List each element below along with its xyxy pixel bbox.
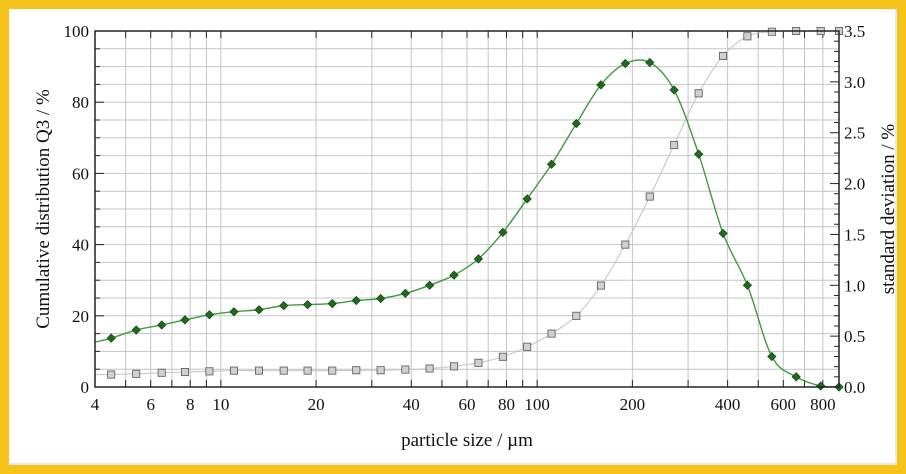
y-right-tick-label: 0.0 <box>844 378 865 397</box>
y-right-tick-label: 3.0 <box>844 73 865 92</box>
y-right-tick-label: 3.5 <box>844 22 865 41</box>
std-deviation-point <box>204 310 215 320</box>
x-tick-label: 400 <box>715 395 741 414</box>
particle-size-chart: 4 6 8 10 20 40 60 80 100 200 400 600 800 0 20 40 60 80 10… <box>33 22 897 451</box>
cumulative-q3-point <box>132 369 141 378</box>
x-tick-label: 80 <box>498 395 515 414</box>
y-left-tick-label: 0 <box>81 378 90 397</box>
std-deviation-point <box>522 194 532 204</box>
x-tick-label: 100 <box>524 395 550 414</box>
y-right-tick-label: 1.5 <box>844 225 865 244</box>
cumulative-q3-point <box>376 366 385 375</box>
std-deviation-point <box>816 381 826 391</box>
cumulative-q3-point <box>621 240 630 249</box>
std-deviation-point <box>546 159 557 169</box>
std-deviation-point <box>473 254 484 264</box>
cumulative-q3-point <box>107 370 116 379</box>
cumulative-q3-point <box>180 368 189 377</box>
std-deviation-point <box>498 227 508 238</box>
y-left-tick-label: 80 <box>72 93 89 112</box>
y-left-tick-label: 40 <box>72 236 89 255</box>
cumulative-q3-point <box>523 342 532 351</box>
y-right-tick-label: 0.5 <box>844 327 865 346</box>
std-deviation-point <box>351 295 361 306</box>
y-left-tick-labels: 0 20 40 60 80 100 <box>64 22 90 397</box>
cumulative-q3-point <box>328 366 337 375</box>
cumulative-q3-point <box>572 311 581 320</box>
x-tick-label: 20 <box>308 395 325 414</box>
x-tick-labels: 4 6 8 10 20 40 60 80 100 200 400 600 800 <box>91 395 836 414</box>
std-deviation-point <box>157 320 167 330</box>
y-right-tick-label: 1.0 <box>844 276 865 295</box>
axis-ticks <box>94 30 840 388</box>
std-deviation-point <box>767 351 777 362</box>
std-deviation-point <box>131 325 141 335</box>
std-deviation-point <box>571 118 581 129</box>
cumulative-q3-point <box>205 367 214 376</box>
std-deviation-point <box>424 280 435 290</box>
std-deviation-point <box>229 307 239 317</box>
std-deviation-point <box>742 280 753 290</box>
x-tick-label: 8 <box>186 395 195 414</box>
cumulative-q3-point <box>743 32 752 41</box>
cumulative-q3-point <box>670 140 679 149</box>
std-deviation-point <box>376 293 386 304</box>
y-left-tick-label: 20 <box>72 307 89 326</box>
x-tick-label: 10 <box>212 395 229 414</box>
y-left-tick-label: 60 <box>72 164 89 183</box>
x-tick-label: 60 <box>459 395 476 414</box>
x-tick-label: 800 <box>810 395 836 414</box>
y-right-tick-label: 2.0 <box>844 175 865 194</box>
std-deviation-point <box>596 80 606 90</box>
cumulative-q3-point <box>157 368 166 377</box>
plot-border <box>94 30 840 388</box>
x-tick-label: 6 <box>146 395 155 414</box>
std-deviation-point <box>645 57 655 68</box>
cumulative-q3-point <box>303 366 312 375</box>
y-right-axis-title: standard deviation / % <box>878 124 897 295</box>
std-deviation-point <box>279 301 289 311</box>
std-deviation-point <box>180 315 190 325</box>
cumulative-q3-point <box>547 329 556 338</box>
y-right-tick-label: 2.5 <box>844 124 865 143</box>
y-right-tick-labels: 0.0 0.5 1.0 1.5 2.0 2.5 3.0 3.5 <box>844 22 865 397</box>
cumulative-q3-point <box>719 51 728 60</box>
std-deviation-point <box>669 85 679 95</box>
y-left-tick-label: 100 <box>64 22 90 41</box>
cumulative-q3-point <box>425 364 434 373</box>
x-tick-label: 40 <box>403 395 420 414</box>
cumulative-q3-point <box>229 366 238 375</box>
std-deviation-point <box>449 270 459 280</box>
std-deviation-point <box>302 299 313 310</box>
std-deviation-point <box>620 58 630 69</box>
grid <box>94 30 840 388</box>
cumulative-q3-point <box>450 362 459 371</box>
std-deviation-point <box>791 372 801 382</box>
std-deviation-point <box>327 298 337 309</box>
std-deviation-point <box>106 333 116 343</box>
std-deviation-point <box>718 228 728 239</box>
cumulative-q3-point <box>401 365 410 374</box>
x-axis-title: particle size / µm <box>401 430 533 451</box>
cumulative-q3-point <box>596 281 605 290</box>
cumulative-q3-point <box>352 366 361 375</box>
std-deviation-point <box>254 305 264 315</box>
cumulative-q3-point <box>498 352 507 361</box>
x-tick-label: 4 <box>91 395 100 414</box>
x-tick-label: 600 <box>771 395 797 414</box>
cumulative-q3-point <box>255 366 264 375</box>
std-deviation-point <box>694 149 704 159</box>
y-left-axis-title: Cumulative distribution Q3 / % <box>33 89 54 329</box>
cumulative-q3-point <box>474 358 483 367</box>
x-tick-label: 200 <box>620 395 646 414</box>
std-deviation-point <box>400 288 410 299</box>
cumulative-q3-point <box>645 192 654 201</box>
cumulative-q3-point <box>694 89 703 98</box>
cumulative-q3-point <box>279 366 288 375</box>
chart-frame: 4 6 8 10 20 40 60 80 100 200 400 600 800 0 20 40 60 80 10… <box>9 9 897 465</box>
